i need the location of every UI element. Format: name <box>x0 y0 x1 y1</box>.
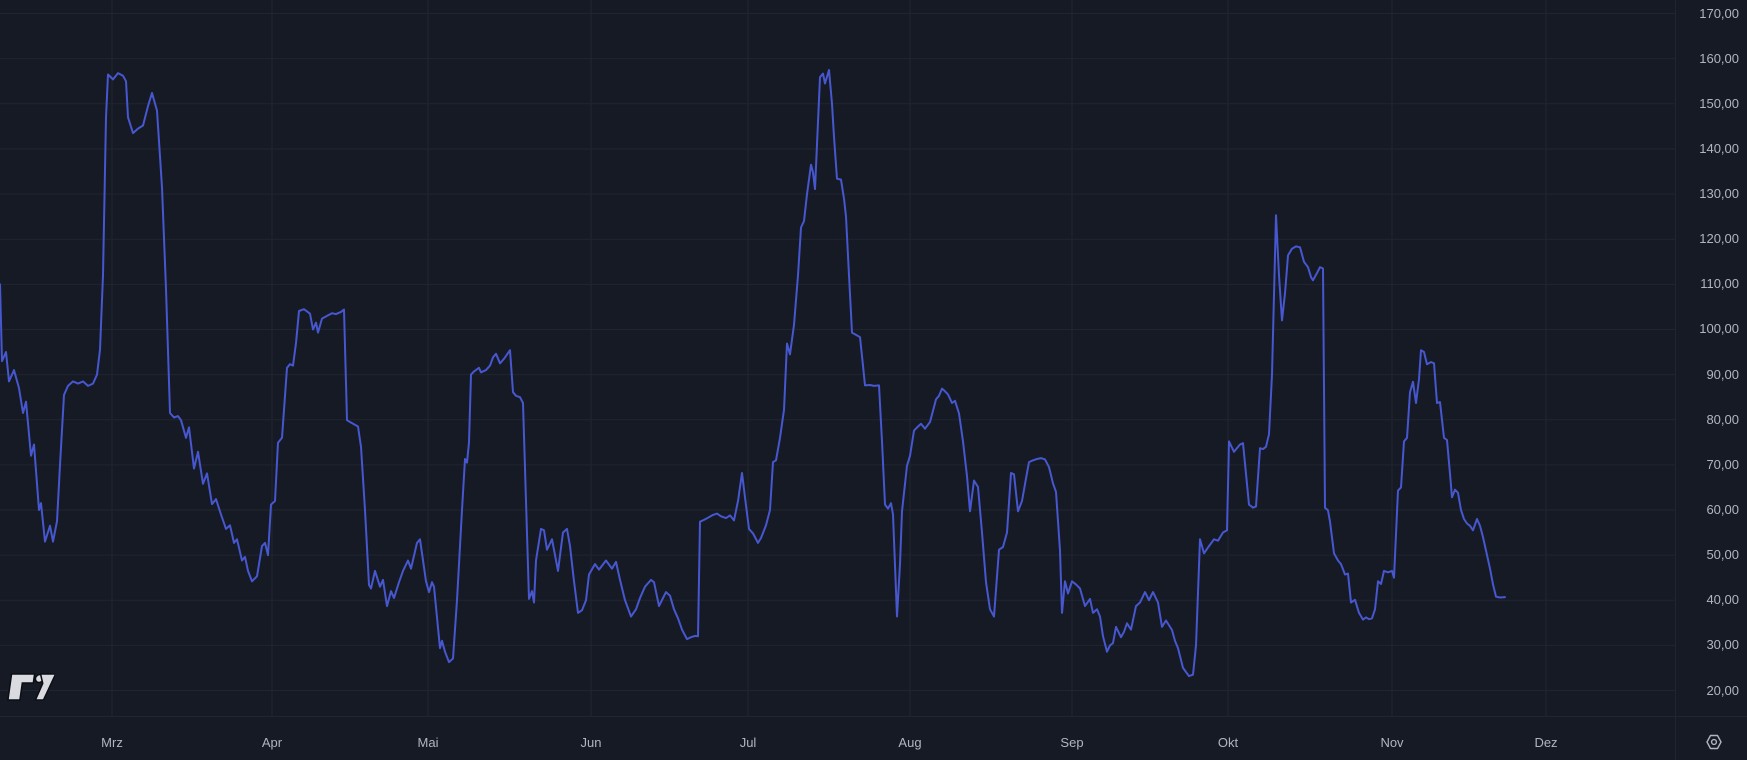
time-tick-label: Apr <box>261 735 283 750</box>
price-line-series <box>0 69 1506 678</box>
price-tick-label: 120,00 <box>1699 231 1739 247</box>
time-tick-label: Jun <box>580 735 602 750</box>
price-tick-label: 140,00 <box>1699 140 1739 156</box>
time-tick-label: Sep <box>1060 735 1084 750</box>
time-tick-label: Jul <box>739 735 757 750</box>
axis-settings-gear-icon[interactable] <box>1704 732 1724 752</box>
price-tick-label: 160,00 <box>1699 50 1739 66</box>
time-tick-label: Mai <box>417 735 439 750</box>
price-axis-separator[interactable] <box>1675 0 1676 760</box>
time-axis-separator[interactable] <box>0 716 1747 717</box>
price-tick-label: 80,00 <box>1706 411 1739 427</box>
time-tick-label: Nov <box>1380 735 1404 750</box>
gear-glyph <box>1706 734 1722 750</box>
price-tick-label: 110,00 <box>1700 276 1739 292</box>
price-tick-label: 100,00 <box>1699 321 1739 337</box>
tradingview-logo[interactable] <box>7 671 57 703</box>
price-tick-label: 30,00 <box>1706 637 1739 653</box>
price-tick-label: 130,00 <box>1699 186 1739 202</box>
price-tick-label: 60,00 <box>1706 501 1739 517</box>
price-tick-label: 70,00 <box>1706 456 1739 472</box>
price-tick-label: 40,00 <box>1706 592 1739 608</box>
price-tick-label: 150,00 <box>1699 95 1739 111</box>
time-tick-label: Dez <box>1534 735 1558 750</box>
time-tick-label: Okt <box>1217 735 1239 750</box>
price-tick-label: 170,00 <box>1699 5 1739 21</box>
vertical-gridlines <box>111 0 1547 716</box>
time-tick-label: Mrz <box>101 735 123 750</box>
tradingview-logo-icon <box>7 673 57 701</box>
price-tick-label: 50,00 <box>1706 547 1739 563</box>
price-tick-label: 90,00 <box>1706 366 1739 382</box>
time-tick-label: Aug <box>898 735 922 750</box>
price-tick-label: 20,00 <box>1706 682 1739 698</box>
